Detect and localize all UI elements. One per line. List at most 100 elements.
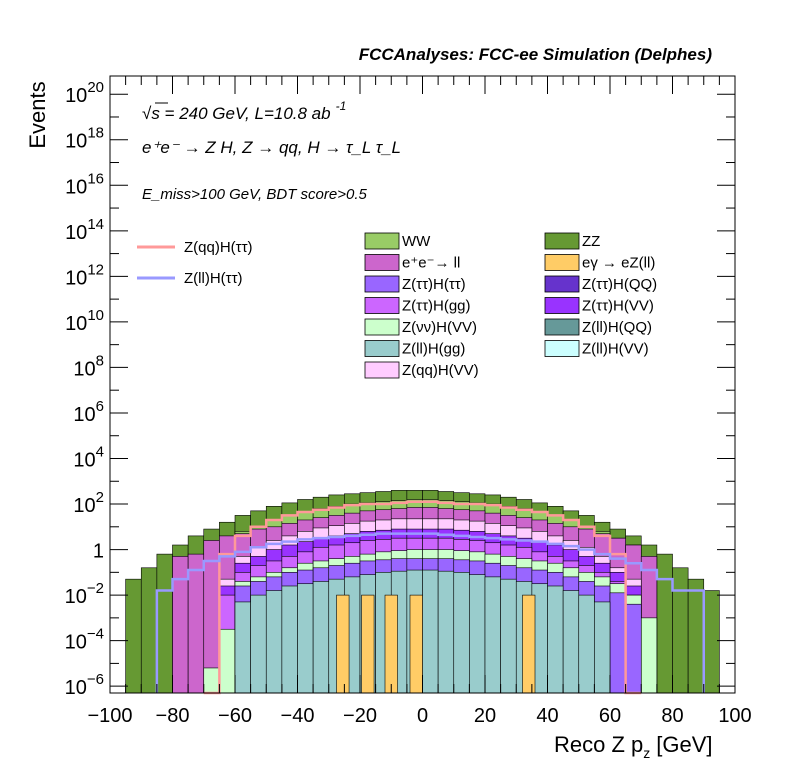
legend-label: Z(ll)H(VV) xyxy=(582,341,649,358)
legend-swatch xyxy=(544,297,580,314)
bar xyxy=(453,572,470,694)
bar xyxy=(336,594,350,694)
y-tick-label: 1016 xyxy=(65,170,104,198)
x-tick-label: 20 xyxy=(474,705,496,727)
y-tick-label: 1 xyxy=(93,541,104,563)
bar xyxy=(140,567,158,694)
bar xyxy=(500,578,517,694)
legend-label: Z(ττ)H(VV) xyxy=(582,298,654,315)
bar xyxy=(312,581,330,694)
legend-item-z-ll-h-gg: Z(ll)H(gg) xyxy=(364,340,465,358)
legend-label: Z(ll)H(gg) xyxy=(402,341,465,358)
annotations: √s = 240 GeV, L=10.8 ab -1 e⁺e⁻ → Z H, Z … xyxy=(142,99,401,203)
x-axis-label: Reco Z pz [GeV] xyxy=(554,732,713,761)
chart-title: FCCAnalyses: FCC-ee Simulation (Delphes) xyxy=(359,45,713,64)
bar xyxy=(422,569,439,694)
legend-item-zz: ZZ xyxy=(544,232,600,250)
legend-item-z-h-gg: Z(ττ)H(gg) xyxy=(364,297,471,315)
bar xyxy=(656,553,673,694)
y-tick-label: 102 xyxy=(73,489,104,517)
bar xyxy=(384,594,398,694)
line-z-qq-h xyxy=(203,500,642,695)
legend-item-z-h: Z(ττ)H(ττ) xyxy=(364,275,466,293)
y-tick-label: 1014 xyxy=(65,216,104,244)
legend-label: WW xyxy=(402,233,431,250)
bar xyxy=(687,578,705,694)
y-tick-label: 10−2 xyxy=(65,580,104,608)
legend-item-z-qq-h-vv: Z(qq)H(VV) xyxy=(364,361,479,379)
bar xyxy=(522,594,536,694)
bar xyxy=(469,574,486,694)
bar xyxy=(609,592,626,694)
line-z-ll-h xyxy=(155,532,705,693)
x-tick-label: −40 xyxy=(281,705,315,727)
x-tick-label: 0 xyxy=(417,705,428,727)
y-tick-label: 1020 xyxy=(65,79,104,107)
legend-item-e-e-ll: e⁺e⁻→ ll xyxy=(364,254,460,272)
legend-swatch xyxy=(544,275,580,293)
bar xyxy=(203,667,220,694)
x-tick-label: 80 xyxy=(661,705,683,727)
legend-swatch xyxy=(544,232,580,250)
bar xyxy=(234,601,251,694)
bar xyxy=(250,594,267,694)
legend-item-z-qq-h: Z(qq)H(ττ) xyxy=(137,239,253,256)
x-tick-label: −60 xyxy=(218,705,252,727)
legend-label: Z(ττ)H(QQ) xyxy=(582,276,657,293)
bar xyxy=(265,590,283,694)
legend-label: eγ → eZ(ll) xyxy=(582,255,655,272)
legend-swatch xyxy=(364,340,400,357)
y-tick-label: 106 xyxy=(73,398,104,426)
legend-swatch xyxy=(364,318,400,336)
bar xyxy=(219,628,236,694)
y-tick-label: 1018 xyxy=(65,125,104,153)
x-tick-label: 100 xyxy=(718,705,751,727)
legend-swatch xyxy=(364,275,400,293)
y-axis-label: Events xyxy=(25,81,50,148)
x-tick-label: −100 xyxy=(87,705,132,727)
legend-item-z-ll-h-qq: Z(ll)H(QQ) xyxy=(544,318,652,336)
bar xyxy=(297,583,314,694)
legend-item-z-ll-h: Z(ll)H(ττ) xyxy=(137,270,243,287)
bar xyxy=(172,556,189,694)
legend-item-z-h-vv: Z(ττ)H(VV) xyxy=(544,297,654,315)
legend-label: ZZ xyxy=(582,233,600,250)
legend-swatch xyxy=(364,297,400,314)
axis-ticks: −100 −80 −60 −40 −20 0 20 40 60 80 100 10−6 10−4 10−2… xyxy=(65,76,752,727)
bar xyxy=(156,553,173,694)
y-tick-label: 10−6 xyxy=(65,671,104,699)
legend-swatch xyxy=(364,254,400,271)
x-tick-label: −80 xyxy=(156,705,190,727)
svg-text:Reco Z pz[GeV]: Reco Z pz [GeV] xyxy=(554,732,713,761)
bar xyxy=(625,603,642,694)
y-tick-label: 10−4 xyxy=(65,626,104,654)
bar xyxy=(594,601,611,694)
bar xyxy=(703,590,720,694)
legend-swatch xyxy=(544,318,580,336)
bar xyxy=(640,617,658,694)
legend-item-ww: WW xyxy=(364,232,431,250)
annotation-energy-lumi: √s = 240 GeV, L=10.8 ab -1 xyxy=(142,99,346,123)
legend-swatch xyxy=(364,232,400,250)
x-tick-label: −20 xyxy=(343,705,377,727)
bar xyxy=(125,578,142,694)
legend-item-e-ez-ll: eγ → eZ(ll) xyxy=(544,254,655,272)
legend: Z(qq)H(ττ) Z(ll)H(ττ) WW ZZ e⁺e⁻→ ll eγ → eZ(… xyxy=(137,232,657,379)
x-tick-label: 40 xyxy=(536,705,558,727)
legend-label: Z(ll)H(QQ) xyxy=(582,319,652,336)
y-tick-label: 104 xyxy=(73,443,104,471)
y-tick-label: 1010 xyxy=(65,307,104,335)
legend-label: Z(ll)H(ττ) xyxy=(184,270,243,287)
legend-label: Z(qq)H(ττ) xyxy=(184,239,253,256)
annotation-process: e⁺e⁻ → Z H, Z → qq, H → τ_L τ_L xyxy=(142,138,401,157)
legend-item-z-h-vv: Z(νν)H(VV) xyxy=(364,318,477,336)
bar xyxy=(562,590,580,694)
legend-label: Z(ττ)H(gg) xyxy=(402,298,471,315)
legend-swatch xyxy=(544,254,580,271)
bar xyxy=(547,585,564,694)
bar xyxy=(672,567,689,694)
legend-label: Z(ττ)H(ττ) xyxy=(402,276,466,293)
bar xyxy=(437,570,455,694)
annotation-cuts: E_miss>100 GeV, BDT score>0.5 xyxy=(142,186,367,203)
